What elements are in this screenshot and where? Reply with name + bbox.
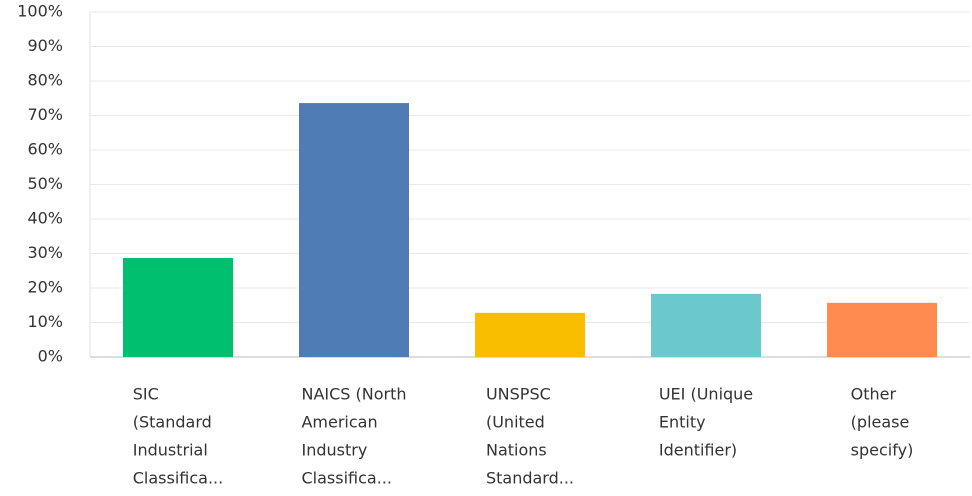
x-tick-label: (Standard <box>133 413 212 432</box>
x-tick-label: Identifier) <box>659 441 737 460</box>
x-tick-label: SIC <box>133 385 159 404</box>
y-tick-label: 70% <box>27 105 63 124</box>
x-tick-label: Standard... <box>486 469 574 488</box>
x-tick-label: specify) <box>851 441 914 460</box>
y-tick-label: 40% <box>27 209 63 228</box>
x-tick-label: American <box>301 413 377 432</box>
x-tick-label: Classifica... <box>133 469 223 488</box>
x-tick-label: Nations <box>486 441 547 460</box>
x-tick-label: (please <box>851 413 910 432</box>
x-tick-label: Classifica... <box>301 469 391 488</box>
x-tick-label: Industrial <box>133 441 208 460</box>
y-tick-label: 30% <box>27 243 63 262</box>
bar <box>475 312 585 357</box>
bar <box>299 103 409 357</box>
x-tick-label: UEI (Unique <box>659 385 753 404</box>
x-tick-label: Other <box>851 385 897 404</box>
x-tick-label: (United <box>486 413 545 432</box>
bar <box>123 257 233 357</box>
y-tick-label: 60% <box>27 140 63 159</box>
y-tick-label: 80% <box>27 71 63 90</box>
y-tick-label: 0% <box>38 347 63 366</box>
x-tick-label: NAICS (North <box>301 385 406 404</box>
y-tick-label: 10% <box>27 312 63 331</box>
y-tick-label: 20% <box>27 278 63 297</box>
x-tick-label: Industry <box>301 441 367 460</box>
bar <box>651 293 761 357</box>
x-tick-label: UNSPSC <box>486 385 551 404</box>
bar <box>827 302 937 357</box>
y-tick-label: 100% <box>17 2 63 21</box>
y-tick-label: 50% <box>27 174 63 193</box>
y-tick-label: 90% <box>27 36 63 55</box>
x-tick-label: Entity <box>659 413 706 432</box>
